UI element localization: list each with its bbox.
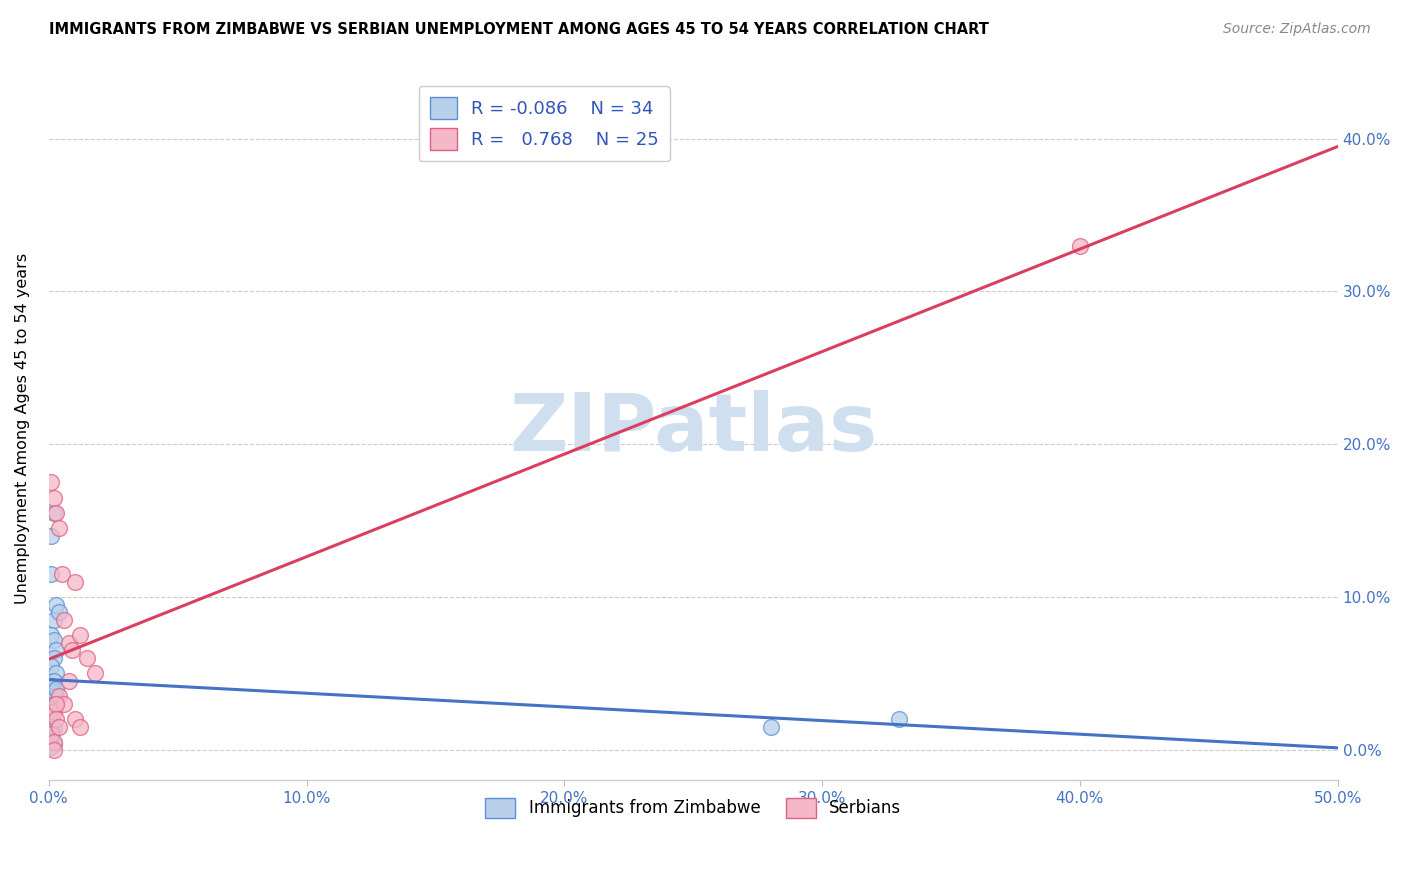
Legend: Immigrants from Zimbabwe, Serbians: Immigrants from Zimbabwe, Serbians	[479, 791, 908, 825]
Point	[45, 697, 67, 711]
Point	[42, 684, 65, 698]
Point	[45, 643, 67, 657]
Point	[41, 724, 63, 739]
Point	[42, 613, 65, 627]
Point	[41, 731, 63, 745]
Point	[41, 738, 63, 752]
Point	[41, 679, 63, 693]
Point	[45, 712, 67, 726]
Point	[41, 529, 63, 543]
Point	[45, 666, 67, 681]
Text: ZIPatlas: ZIPatlas	[509, 390, 877, 468]
Point	[41, 567, 63, 582]
Point	[45, 690, 67, 704]
Point	[41, 739, 63, 754]
Point	[58, 673, 80, 688]
Point	[76, 651, 98, 665]
Point	[45, 506, 67, 520]
Point	[38, 709, 60, 723]
Point	[1069, 238, 1091, 252]
Point	[42, 632, 65, 647]
Point	[51, 567, 73, 582]
Point	[41, 727, 63, 741]
Point	[41, 705, 63, 719]
Point	[42, 735, 65, 749]
Point	[38, 733, 60, 747]
Point	[42, 737, 65, 751]
Text: IMMIGRANTS FROM ZIMBABWE VS SERBIAN UNEMPLOYMENT AMONG AGES 45 TO 54 YEARS CORRE: IMMIGRANTS FROM ZIMBABWE VS SERBIAN UNEM…	[49, 22, 988, 37]
Point	[42, 697, 65, 711]
Point	[63, 712, 86, 726]
Point	[53, 613, 76, 627]
Point	[889, 712, 911, 726]
Point	[48, 605, 70, 619]
Point	[41, 475, 63, 490]
Point	[63, 574, 86, 589]
Point	[42, 743, 65, 757]
Point	[41, 718, 63, 732]
Text: Source: ZipAtlas.com: Source: ZipAtlas.com	[1223, 22, 1371, 37]
Point	[45, 681, 67, 696]
Point	[38, 727, 60, 741]
Point	[69, 628, 91, 642]
Point	[48, 690, 70, 704]
Point	[41, 628, 63, 642]
Y-axis label: Unemployment Among Ages 45 to 54 years: Unemployment Among Ages 45 to 54 years	[15, 253, 30, 605]
Point	[60, 643, 83, 657]
Point	[42, 705, 65, 719]
Point	[759, 720, 782, 734]
Point	[45, 598, 67, 612]
Point	[42, 673, 65, 688]
Point	[42, 722, 65, 736]
Point	[69, 720, 91, 734]
Point	[42, 506, 65, 520]
Point	[41, 690, 63, 704]
Point	[58, 636, 80, 650]
Point	[48, 720, 70, 734]
Point	[42, 491, 65, 505]
Point	[84, 666, 107, 681]
Point	[41, 735, 63, 749]
Point	[38, 715, 60, 730]
Point	[48, 521, 70, 535]
Point	[53, 697, 76, 711]
Point	[42, 651, 65, 665]
Point	[41, 658, 63, 673]
